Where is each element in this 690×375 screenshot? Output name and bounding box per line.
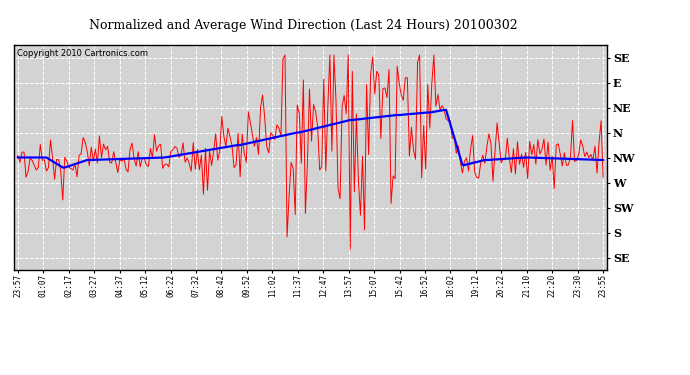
Text: Normalized and Average Wind Direction (Last 24 Hours) 20100302: Normalized and Average Wind Direction (L… (89, 19, 518, 32)
Text: Copyright 2010 Cartronics.com: Copyright 2010 Cartronics.com (17, 50, 148, 58)
